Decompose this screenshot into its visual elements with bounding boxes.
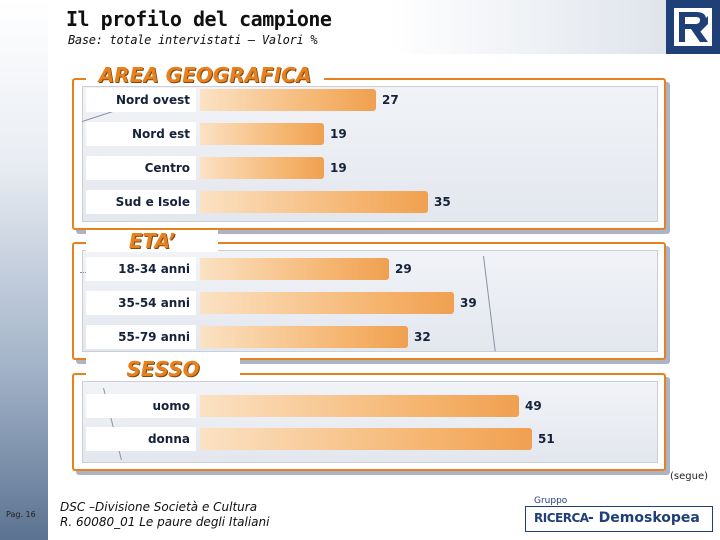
header-bar bbox=[48, 0, 668, 54]
bar bbox=[200, 428, 532, 450]
bar bbox=[200, 395, 519, 417]
category-label: Centro bbox=[86, 156, 196, 180]
value-label: 49 bbox=[525, 399, 542, 413]
bar bbox=[200, 292, 454, 314]
page-number: Pag. 16 bbox=[6, 510, 36, 519]
category-label: Nord est bbox=[86, 122, 196, 146]
bar bbox=[200, 89, 376, 111]
bar bbox=[200, 157, 324, 179]
page-title: Il profilo del campione bbox=[66, 7, 332, 31]
rk-logo-icon bbox=[674, 8, 712, 46]
category-label: donna bbox=[86, 427, 196, 451]
bar bbox=[200, 123, 324, 145]
brand-ricerca-text: RICERCA bbox=[534, 511, 589, 525]
bar bbox=[200, 258, 389, 280]
section-title-age: ETA’ bbox=[86, 230, 218, 252]
value-label: 35 bbox=[434, 195, 451, 209]
company-logo bbox=[666, 0, 720, 54]
brand-box: RICERCA - Demoskopea bbox=[525, 506, 713, 532]
brand-logo: Gruppo RICERCA - Demoskopea bbox=[525, 496, 713, 536]
value-label: 19 bbox=[330, 127, 347, 141]
page-subtitle: Base: totale intervistati – Valori % bbox=[68, 33, 318, 47]
category-label: Sud e Isole bbox=[86, 190, 196, 214]
category-label: 55-79 anni bbox=[86, 325, 196, 349]
category-label: uomo bbox=[86, 394, 196, 418]
value-label: 27 bbox=[382, 93, 399, 107]
category-label: Nord ovest bbox=[86, 88, 196, 112]
footer-line-division: DSC –Divisione Società e Cultura bbox=[60, 500, 258, 514]
left-decor-strip bbox=[0, 0, 48, 540]
category-label: 35-54 anni bbox=[86, 291, 196, 315]
section-title-geo: AREA GEOGRAFICA bbox=[86, 64, 324, 86]
value-label: 39 bbox=[460, 296, 477, 310]
bar bbox=[200, 326, 408, 348]
sex-section bbox=[72, 373, 666, 471]
value-label: 19 bbox=[330, 161, 347, 175]
footer-line-report: R. 60080_01 Le paure degli Italiani bbox=[60, 515, 270, 529]
value-label: 51 bbox=[538, 432, 555, 446]
brand-group-label: Gruppo bbox=[534, 496, 568, 506]
value-label: 32 bbox=[414, 330, 431, 344]
brand-name: - Demoskopea bbox=[588, 510, 700, 526]
category-label: 18-34 anni bbox=[86, 257, 196, 281]
value-label: 29 bbox=[395, 262, 412, 276]
continued-note: (segue) bbox=[670, 471, 709, 482]
footer-text: DSC –Divisione Società e Cultura R. 6008… bbox=[60, 500, 269, 530]
section-title-sex: SESSO bbox=[86, 358, 240, 380]
bar bbox=[200, 191, 428, 213]
